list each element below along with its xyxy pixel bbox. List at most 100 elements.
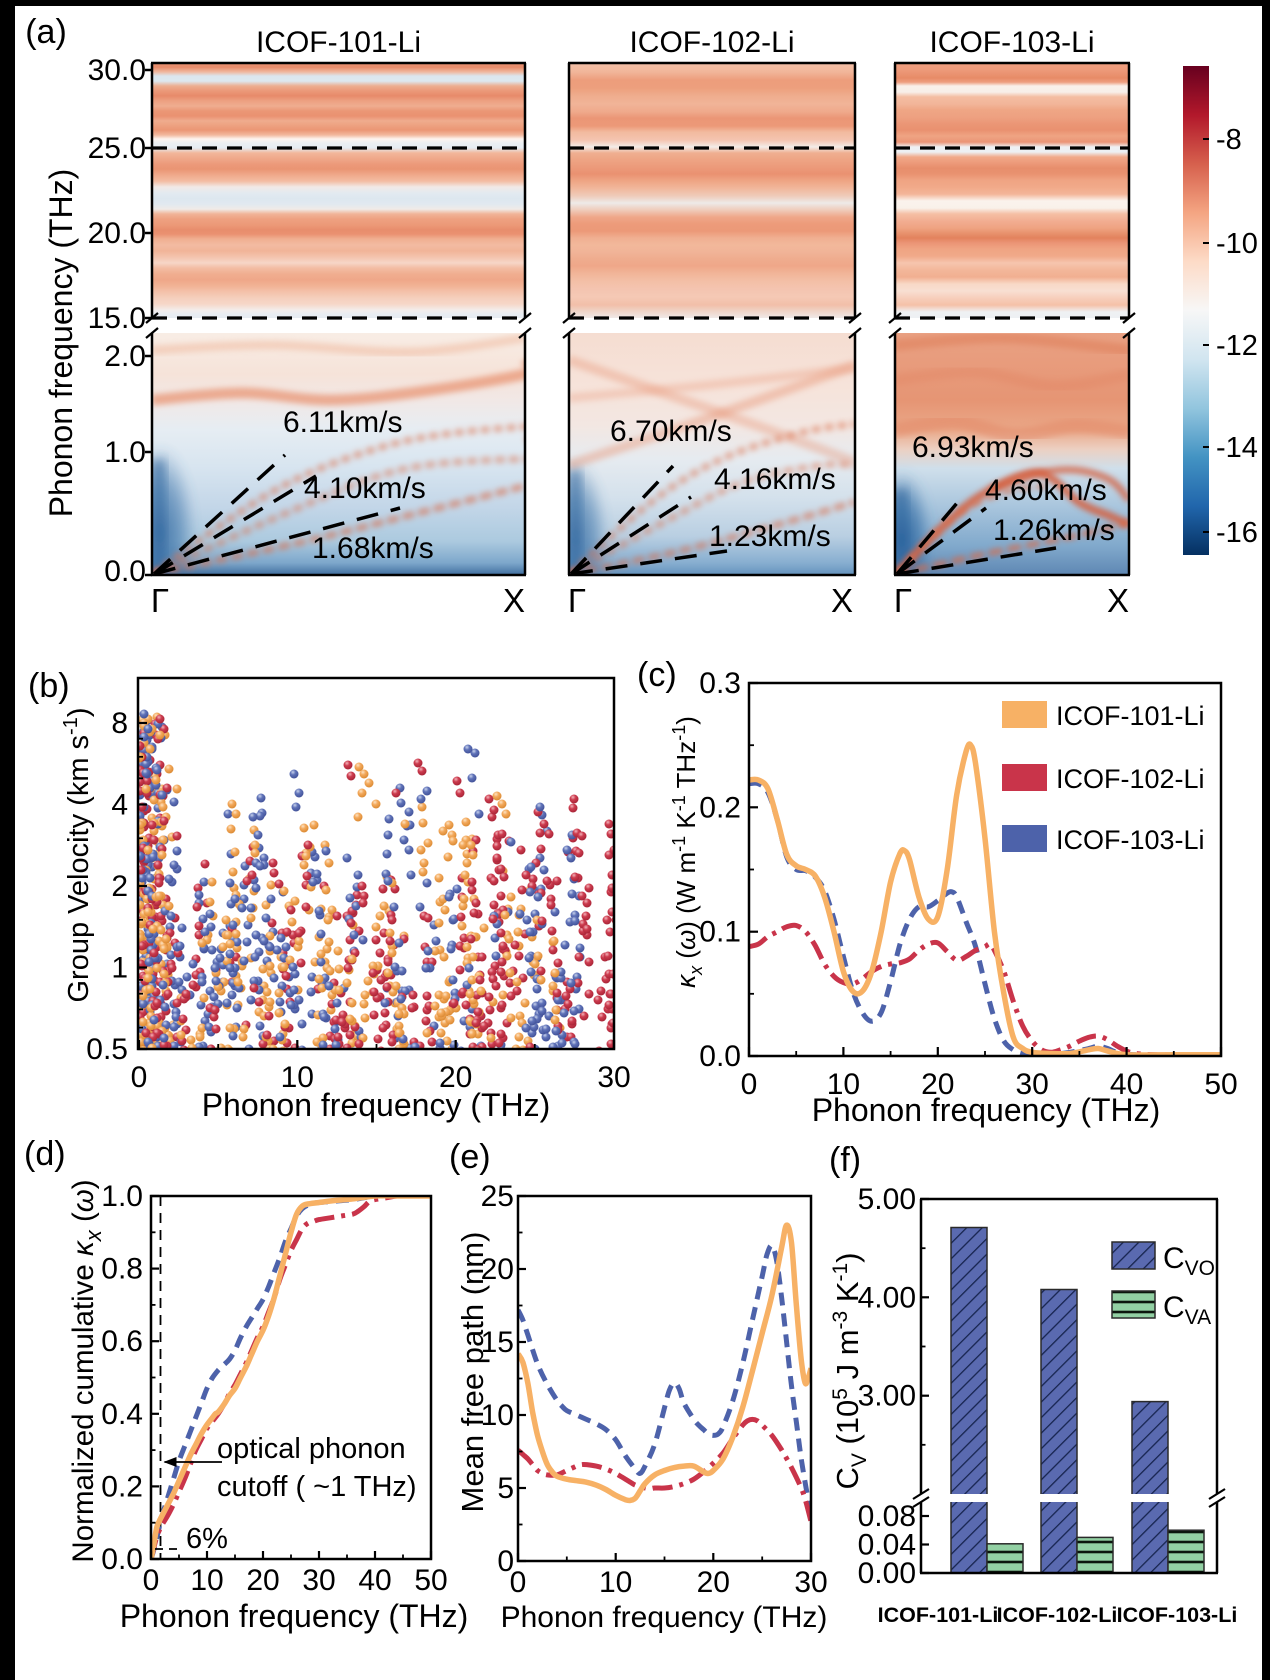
svg-text:(e): (e)	[449, 1138, 491, 1176]
svg-text:Phonon frequency (THz): Phonon frequency (THz)	[202, 1087, 551, 1123]
svg-text:0: 0	[510, 1566, 527, 1599]
svg-text:30: 30	[794, 1566, 827, 1599]
svg-text:10: 10	[481, 1399, 514, 1432]
svg-text:Normalized cumulative κx (ω): Normalized cumulative κx (ω)	[67, 1179, 106, 1562]
svg-text:4.60km/s: 4.60km/s	[985, 474, 1107, 507]
svg-text:30: 30	[302, 1564, 335, 1597]
svg-text:(b): (b)	[28, 667, 70, 705]
svg-text:0.2: 0.2	[101, 1470, 143, 1503]
svg-text:0.0: 0.0	[101, 1543, 143, 1576]
svg-text:0.0: 0.0	[699, 1040, 741, 1073]
svg-text:ICOF-102-Li: ICOF-102-Li	[997, 1603, 1118, 1627]
svg-text:Phonon frequency (THz): Phonon frequency (THz)	[812, 1092, 1161, 1128]
svg-text:40: 40	[1110, 1068, 1143, 1101]
svg-text:κx (ω) (W m-1 K-1 THz-1): κx (ω) (W m-1 K-1 THz-1)	[669, 716, 706, 988]
svg-text:X: X	[503, 582, 525, 619]
svg-text:Phonon frequency (THz): Phonon frequency (THz)	[120, 1598, 469, 1634]
svg-text:ICOF-103-Li: ICOF-103-Li	[1117, 1603, 1238, 1627]
svg-text:Γ: Γ	[568, 582, 586, 619]
svg-text:-8: -8	[1216, 124, 1242, 156]
svg-text:8: 8	[111, 707, 128, 740]
svg-text:-12: -12	[1216, 330, 1258, 362]
svg-text:Phonon frequency (THz): Phonon frequency (THz)	[501, 1601, 828, 1634]
svg-text:Γ: Γ	[894, 582, 912, 619]
svg-text:4.00: 4.00	[858, 1281, 916, 1314]
svg-text:1.23km/s: 1.23km/s	[709, 520, 831, 553]
svg-text:40: 40	[358, 1564, 391, 1597]
svg-text:20: 20	[921, 1068, 954, 1101]
svg-text:1: 1	[111, 952, 128, 985]
svg-text:4.16km/s: 4.16km/s	[714, 463, 836, 496]
svg-text:-10: -10	[1216, 228, 1258, 260]
svg-text:optical phonon: optical phonon	[217, 1433, 406, 1465]
svg-text:X: X	[831, 582, 853, 619]
svg-text:1.0: 1.0	[104, 436, 146, 469]
svg-text:1.26km/s: 1.26km/s	[993, 514, 1115, 547]
svg-text:25: 25	[481, 1180, 514, 1213]
svg-text:(a): (a)	[25, 13, 67, 51]
svg-text:0.5: 0.5	[86, 1033, 128, 1066]
svg-text:0: 0	[143, 1564, 160, 1597]
svg-text:10: 10	[827, 1068, 860, 1101]
svg-text:ICOF-101-Li: ICOF-101-Li	[256, 26, 421, 59]
svg-text:20: 20	[697, 1566, 730, 1599]
svg-text:15: 15	[481, 1326, 514, 1359]
svg-text:50: 50	[1204, 1068, 1237, 1101]
svg-text:0.6: 0.6	[101, 1325, 143, 1358]
svg-text:5.00: 5.00	[858, 1183, 916, 1216]
svg-text:-14: -14	[1216, 432, 1258, 464]
svg-text:cutoff ( ~1 THz): cutoff ( ~1 THz)	[217, 1471, 417, 1503]
svg-text:20: 20	[246, 1564, 279, 1597]
svg-text:ICOF-101-Li: ICOF-101-Li	[1056, 701, 1205, 731]
svg-text:30.0: 30.0	[88, 54, 146, 87]
svg-text:Mean free path (nm): Mean free path (nm)	[455, 1232, 490, 1513]
svg-text:4: 4	[111, 789, 128, 822]
svg-text:(c): (c)	[637, 656, 677, 694]
svg-text:X: X	[1107, 582, 1129, 619]
svg-text:ICOF-103-Li: ICOF-103-Li	[929, 26, 1094, 59]
svg-text:0.4: 0.4	[101, 1398, 143, 1431]
svg-text:1.68km/s: 1.68km/s	[312, 532, 434, 565]
svg-text:Phonon frequency (THz): Phonon frequency (THz)	[43, 169, 79, 518]
svg-text:0.2: 0.2	[699, 791, 741, 824]
svg-text:20: 20	[439, 1061, 472, 1094]
svg-text:0.1: 0.1	[699, 916, 741, 949]
svg-text:ICOF-101-Li: ICOF-101-Li	[878, 1603, 999, 1627]
svg-text:15.0: 15.0	[88, 302, 146, 335]
svg-text:2: 2	[111, 870, 128, 903]
svg-text:10: 10	[190, 1564, 223, 1597]
svg-text:50: 50	[414, 1564, 447, 1597]
svg-text:0.08: 0.08	[858, 1500, 916, 1533]
svg-text:10: 10	[281, 1061, 314, 1094]
svg-text:ICOF-103-Li: ICOF-103-Li	[1056, 825, 1205, 855]
svg-text:-16: -16	[1216, 517, 1258, 549]
svg-text:0.3: 0.3	[699, 667, 741, 700]
svg-text:10: 10	[599, 1566, 632, 1599]
svg-text:6.93km/s: 6.93km/s	[912, 431, 1034, 464]
svg-text:30: 30	[1016, 1068, 1049, 1101]
svg-text:1.0: 1.0	[101, 1180, 143, 1213]
svg-text:2.0: 2.0	[104, 340, 146, 373]
svg-text:0: 0	[741, 1068, 758, 1101]
svg-text:6%: 6%	[186, 1523, 228, 1555]
svg-text:3.00: 3.00	[858, 1380, 916, 1413]
svg-text:20.0: 20.0	[88, 217, 146, 250]
svg-text:Group Velocity (km s-1): Group Velocity (km s-1)	[60, 708, 95, 1003]
svg-text:0.8: 0.8	[101, 1253, 143, 1286]
svg-text:6.70km/s: 6.70km/s	[610, 415, 732, 448]
svg-text:25.0: 25.0	[88, 132, 146, 165]
svg-text:ICOF-102-Li: ICOF-102-Li	[1056, 764, 1205, 794]
svg-text:0: 0	[131, 1061, 148, 1094]
svg-text:0.0: 0.0	[104, 555, 146, 588]
svg-text:6.11km/s: 6.11km/s	[283, 406, 403, 439]
svg-text:0.04: 0.04	[858, 1529, 916, 1562]
svg-text:30: 30	[597, 1061, 630, 1094]
svg-text:CV (105 J m-3 K-1): CV (105 J m-3 K-1)	[829, 1252, 871, 1489]
svg-text:5: 5	[497, 1472, 514, 1505]
svg-text:0: 0	[497, 1545, 514, 1578]
svg-text:(f): (f)	[829, 1141, 861, 1179]
svg-text:Γ: Γ	[151, 582, 169, 619]
svg-text:(d): (d)	[24, 1135, 66, 1173]
svg-text:20: 20	[481, 1253, 514, 1286]
svg-text:4.10km/s: 4.10km/s	[304, 472, 426, 505]
